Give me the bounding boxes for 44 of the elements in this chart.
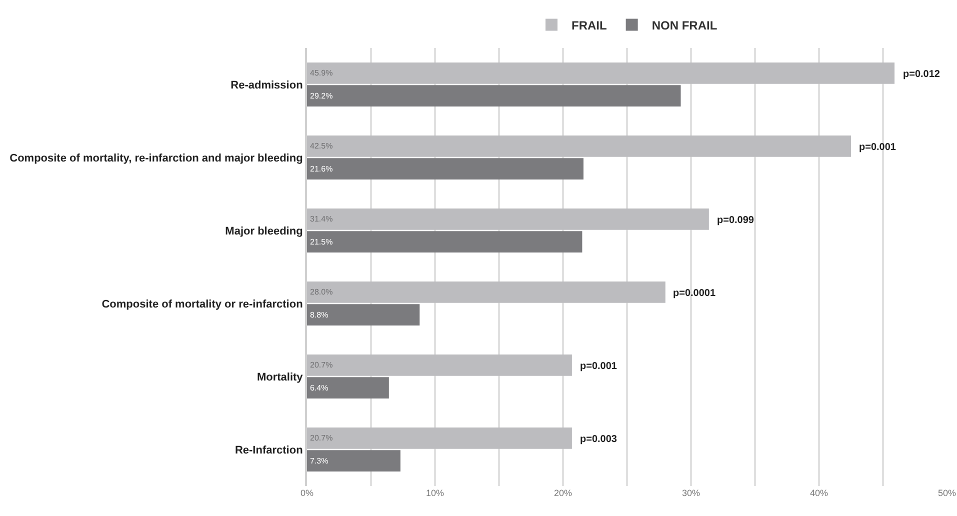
bar	[307, 231, 582, 253]
y-tick-label: Mortality	[256, 371, 304, 384]
x-tick-label: 50%	[938, 488, 956, 498]
annotation: p=0.0001	[673, 288, 716, 299]
bar	[307, 354, 572, 376]
annotation: p=0.003	[580, 434, 618, 445]
data-label: 6.4%	[310, 383, 328, 392]
y-tick-label: Composite of mortality or re-infarction	[102, 298, 304, 310]
bar	[307, 85, 681, 107]
data-label: 21.6%	[310, 164, 333, 174]
y-tick-label: Re-admission	[230, 79, 304, 92]
x-tick-label: 30%	[682, 488, 700, 498]
y-tick-label: Re-Infarction	[234, 444, 304, 456]
data-label: 8.8%	[310, 310, 328, 320]
bar	[307, 377, 389, 399]
data-label: 21.5%	[310, 237, 333, 246]
legend-label: NON FRAIL	[652, 18, 718, 32]
x-tick-label: 40%	[810, 488, 828, 498]
data-label: 28.0%	[310, 288, 333, 297]
data-label: 42.5%	[310, 142, 333, 151]
x-tick-label: 0%	[300, 488, 314, 498]
bar	[307, 208, 709, 230]
bar	[307, 450, 400, 472]
bar	[307, 281, 666, 303]
y-tick-label: Composite of mortality, re-infarction and major bleeding	[10, 152, 303, 164]
x-tick-label: 20%	[554, 488, 572, 498]
annotation: p=0.001	[580, 361, 618, 372]
data-label: 7.3%	[310, 456, 328, 466]
annotation: p=0.099	[717, 215, 754, 226]
bar	[307, 62, 895, 84]
annotation: p=0.001	[859, 142, 896, 153]
data-label: 29.2%	[310, 91, 333, 100]
bar	[307, 427, 572, 449]
x-tick-label: 10%	[426, 488, 444, 498]
bar	[307, 158, 584, 180]
data-label: 20.7%	[310, 434, 333, 443]
y-tick-label: Major bleeding	[225, 225, 303, 238]
bar	[307, 135, 851, 157]
data-label: 45.9%	[310, 68, 333, 78]
bar	[307, 304, 420, 326]
data-label: 31.4%	[310, 214, 333, 224]
data-label: 20.7%	[310, 360, 333, 370]
annotation: p=0.012	[903, 69, 940, 80]
legend-label: FRAIL	[572, 18, 607, 32]
